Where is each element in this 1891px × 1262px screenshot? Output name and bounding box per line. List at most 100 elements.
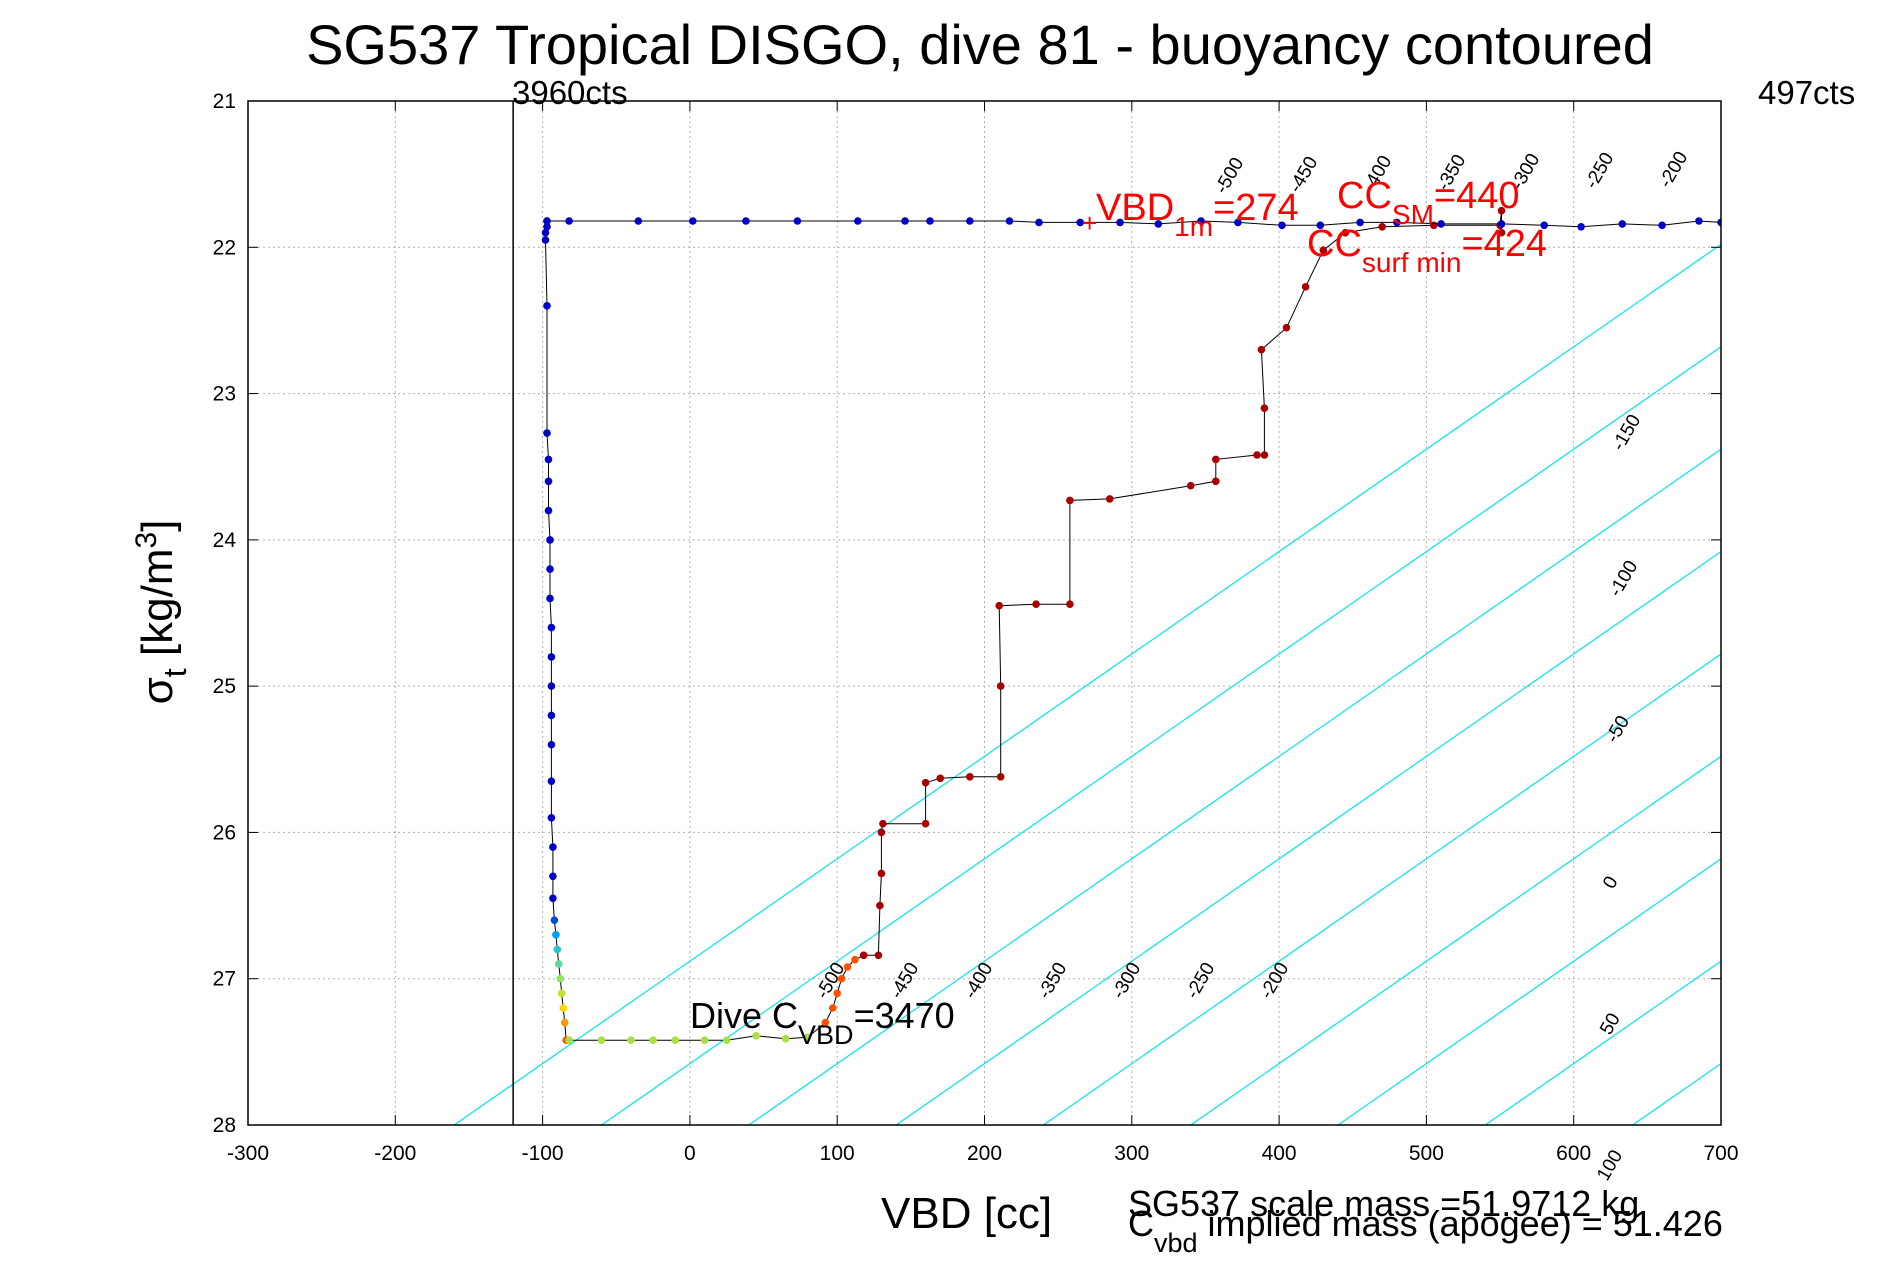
bottom-point bbox=[851, 955, 859, 964]
bottom-point bbox=[565, 1036, 573, 1044]
contour-line bbox=[1337, 858, 1721, 1125]
climb-point bbox=[921, 778, 930, 787]
top-right-count-label: 497cts bbox=[1758, 74, 1855, 111]
y-axis-label-sub: t bbox=[157, 668, 193, 677]
surface-point bbox=[1316, 221, 1325, 230]
footer-implied-sub: vbd bbox=[1154, 1228, 1198, 1258]
contour-line bbox=[1780, 101, 1891, 1125]
climb-point bbox=[1253, 451, 1261, 459]
annotation-cc-sm: CCSM=440 bbox=[1337, 175, 1519, 230]
dive-point bbox=[543, 302, 551, 310]
climb-point bbox=[859, 951, 868, 960]
x-tick-label: 400 bbox=[1262, 1142, 1297, 1165]
footer-implied-main: C bbox=[1128, 1203, 1154, 1244]
climb-point bbox=[876, 901, 884, 910]
climb-point bbox=[996, 773, 1005, 781]
y-tick-label: 28 bbox=[213, 1114, 236, 1137]
contour-label-right: 100 bbox=[1593, 1147, 1627, 1185]
contour-line bbox=[748, 448, 1721, 1125]
cc-surf-min-sub: surf min bbox=[1362, 247, 1462, 278]
bottom-point bbox=[833, 989, 841, 998]
contour-label-bottom: -350 bbox=[1034, 959, 1071, 1002]
y-tick-label: 26 bbox=[213, 821, 236, 844]
vbd-1m-value: =274 bbox=[1213, 187, 1299, 229]
bottom-point bbox=[829, 1004, 837, 1012]
surface-point bbox=[1278, 221, 1286, 230]
bottom-point bbox=[821, 1018, 830, 1027]
bottom-point bbox=[597, 1036, 606, 1044]
climb-point bbox=[1282, 323, 1291, 332]
y-tick-label: 21 bbox=[213, 90, 236, 113]
surface-point bbox=[1717, 218, 1721, 227]
ticks-layer: -300 -200 -100 0 100 200 300 400 500 600 700212223… bbox=[213, 90, 1739, 1165]
dive-point bbox=[543, 223, 551, 231]
svg-text:CCSM=440: CCSM=440 bbox=[1337, 175, 1519, 230]
surface-point bbox=[1577, 223, 1585, 231]
contour-line bbox=[1190, 755, 1721, 1125]
annotation-vbd-1m: + VBD1m=274 bbox=[1082, 187, 1299, 242]
dive-point bbox=[546, 594, 554, 603]
dive-point bbox=[541, 236, 550, 244]
surface-point bbox=[543, 217, 551, 225]
climb-point bbox=[877, 828, 886, 837]
vbd-1m-main: VBD bbox=[1096, 187, 1174, 229]
climb-point bbox=[995, 601, 1003, 610]
dive-point bbox=[544, 477, 553, 486]
dive-point bbox=[547, 653, 556, 661]
climb-point bbox=[1378, 223, 1386, 231]
vbd-1m-sub: 1m bbox=[1174, 211, 1213, 242]
bottom-point bbox=[837, 974, 846, 983]
surface-point bbox=[926, 217, 934, 225]
surface-point bbox=[966, 217, 974, 225]
dive-c-vbd-sub: VBD bbox=[798, 1020, 854, 1050]
surface-point bbox=[634, 217, 643, 225]
y-tick-label: 25 bbox=[213, 675, 236, 698]
dive-point bbox=[541, 228, 550, 237]
svg-text:Dive CVBD=3470: Dive CVBD=3470 bbox=[690, 995, 955, 1050]
contour-line bbox=[453, 243, 1721, 1125]
dive-point bbox=[547, 740, 556, 749]
climb-point bbox=[1341, 228, 1350, 237]
contour-label-bottom: -250 bbox=[1182, 959, 1219, 1002]
surface-point bbox=[1116, 218, 1124, 227]
surface-point bbox=[1035, 218, 1043, 227]
x-tick-label: 0 bbox=[684, 1142, 696, 1165]
climb-point bbox=[1260, 451, 1269, 459]
footer-scale-mass: SG537 scale mass =51.9712 kg bbox=[1128, 1183, 1639, 1224]
surface-point bbox=[1356, 218, 1364, 227]
climb-point bbox=[1186, 481, 1195, 490]
climb-point bbox=[1105, 495, 1114, 503]
series-layer bbox=[541, 206, 1721, 1044]
dive-point bbox=[549, 872, 557, 881]
x-tick-label: 500 bbox=[1409, 1142, 1444, 1165]
dive-point bbox=[547, 682, 556, 690]
climb-point bbox=[874, 951, 883, 960]
climb-point bbox=[996, 682, 1005, 690]
dive-point bbox=[552, 931, 560, 939]
bottom-point bbox=[627, 1036, 635, 1044]
surface-point bbox=[1618, 220, 1627, 228]
y-tick-label: 27 bbox=[213, 968, 236, 991]
bottom-point bbox=[700, 1036, 709, 1044]
surface-point bbox=[793, 217, 802, 225]
dive-point bbox=[547, 623, 556, 632]
bottom-point bbox=[671, 1036, 679, 1044]
surface-point bbox=[1695, 217, 1703, 225]
y-tick-label: 22 bbox=[213, 236, 236, 259]
x-tick-label: 600 bbox=[1556, 1142, 1591, 1165]
grid-layer bbox=[248, 101, 1721, 1125]
dive-point bbox=[560, 1018, 569, 1027]
contour-line bbox=[895, 550, 1721, 1125]
dive-point bbox=[550, 916, 559, 924]
contour-label-right: 50 bbox=[1596, 1010, 1625, 1039]
x-tick-label: -200 bbox=[374, 1142, 416, 1165]
climb-point bbox=[1257, 345, 1266, 354]
surface-point bbox=[565, 217, 573, 225]
surface-point bbox=[1540, 221, 1548, 230]
surface-point bbox=[1437, 220, 1445, 228]
top-left-count-label: 3960cts bbox=[512, 74, 628, 111]
svg-text:CCsurf min=424: CCsurf min=424 bbox=[1307, 223, 1547, 278]
footer-implied-rest: implied mass (apogee) = 51.426 bbox=[1198, 1203, 1723, 1244]
dive-point bbox=[559, 1004, 567, 1012]
